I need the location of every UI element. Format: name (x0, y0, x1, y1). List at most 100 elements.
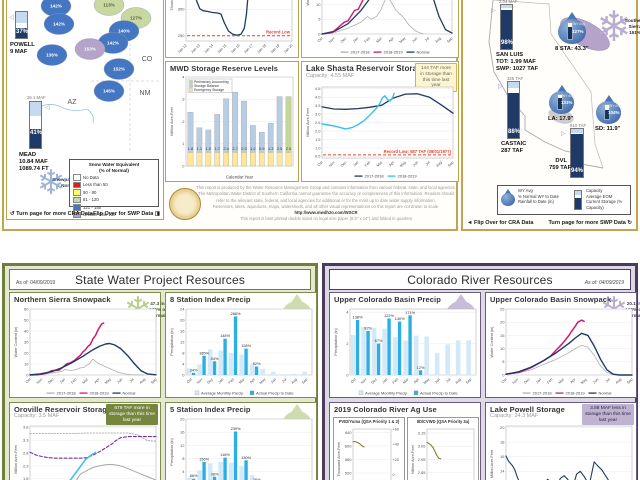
svg-text:153%: 153% (84, 47, 96, 52)
cra-header: Colorado River Resources As of: 04/09/20… (329, 269, 631, 290)
svg-text:1.3: 1.3 (268, 146, 273, 151)
ag-pvid-subpanel: PVID/Yuma (QSA Priority 1 & 2) 480520560… (333, 417, 405, 480)
svg-text:Water Content (in): Water Content (in) (490, 326, 494, 358)
svg-text:130%: 130% (241, 455, 251, 460)
svg-text:Jan-15: Jan-15 (217, 43, 228, 54)
svg-text:May: May (399, 160, 407, 168)
svg-text:May: May (580, 377, 588, 385)
swp-page-title: State Water Project Resources (74, 273, 246, 287)
svg-text:Mar: Mar (558, 377, 566, 385)
uc-snowpack-title: Upper Colorado Basin Snowpack (490, 295, 612, 304)
castaic-pct: 88% (508, 129, 521, 135)
rain-sd-label: SD: 11.9" (595, 126, 621, 132)
rain-sd-pct: 104% (608, 110, 620, 115)
svg-text:520: 520 (345, 470, 352, 475)
svg-text:Jan: Jan (381, 377, 388, 384)
footer-flip-over-swp: Flip Over for SWP Data ◨ (93, 211, 160, 217)
five-station-chart: 048121620Precipitation (in)OctNovDecJanF… (168, 416, 316, 480)
svg-text:4: 4 (346, 310, 349, 315)
svg-text:Million Acre-Feet: Million Acre-Feet (306, 107, 310, 136)
mwd-storage-chart: 0 1 2 3 4 Million Acre-Feet Calendar Year 1.8 1.… (168, 74, 297, 180)
powell-label: POWELL 9 MAF (10, 42, 35, 56)
svg-text:Jun: Jun (270, 377, 277, 384)
rain-gauge-la: WY Avg 131% (549, 85, 574, 114)
svg-text:600: 600 (345, 443, 352, 448)
svg-text:122%: 122% (384, 313, 394, 318)
swe-legend-item: Less than 50 (73, 181, 155, 188)
svg-text:Feb: Feb (70, 377, 77, 384)
svg-text:Oct: Oct (317, 160, 324, 167)
svg-text:1.8: 1.8 (23, 476, 29, 480)
svg-text:Normal: Normal (123, 391, 136, 396)
flip-icon: ◄ (467, 220, 473, 226)
svg-text:Jul: Jul (425, 160, 431, 166)
svg-text:Million Acre-Feet: Million Acre-Feet (411, 444, 415, 473)
svg-text:26%: 26% (253, 477, 261, 480)
svg-text:2017-2018: 2017-2018 (57, 391, 77, 396)
svg-text:Nov: Nov (328, 36, 336, 44)
svg-text:5: 5 (318, 17, 321, 22)
ag-pvid-chart: 480520560600640Thousand Acre-FeetJ F M A… (335, 426, 404, 480)
sanluis-label: SAN LUIS TOT: 1.99 MAF SWP: 1027 TAF (496, 52, 539, 73)
svg-text:Jan-13: Jan-13 (190, 43, 201, 54)
svg-text:Jan: Jan (352, 160, 359, 167)
svg-text:0: 0 (318, 31, 321, 36)
svg-text:Jan-17: Jan-17 (243, 43, 254, 54)
svg-text:Thousand Acre-Feet: Thousand Acre-Feet (337, 441, 341, 476)
svg-text:2017-2018: 2017-2018 (365, 174, 385, 179)
svg-text:140%: 140% (395, 316, 405, 321)
svg-text:142%: 142% (53, 22, 65, 27)
svg-text:16: 16 (500, 454, 505, 459)
svg-text:+40: +40 (393, 443, 399, 447)
five-station-title: 5 Station Index Precip (170, 405, 251, 414)
svg-text:3.3: 3.3 (23, 438, 29, 443)
svg-text:350: 350 (178, 7, 185, 12)
eight-station-title: 8 Station Index Precip (170, 295, 251, 304)
svg-text:Jan-14: Jan-14 (203, 43, 214, 54)
svg-text:152%: 152% (113, 67, 125, 72)
svg-text:0: 0 (182, 372, 185, 377)
svg-text:Apr: Apr (570, 377, 577, 384)
svg-text:Mar: Mar (402, 377, 410, 385)
svg-text:20: 20 (180, 416, 185, 421)
svg-text:Jan: Jan (59, 377, 66, 384)
svg-text:Million Acre-Feet: Million Acre-Feet (490, 449, 494, 478)
svg-text:Oct: Oct (350, 377, 357, 384)
svg-text:Thousand Acre-Feet: Thousand Acre-Feet (170, 0, 174, 11)
svg-text:Mar: Mar (376, 160, 384, 168)
svg-text:3.8: 3.8 (23, 425, 29, 430)
mead-label: MEAD 10.84 MAF 1089.74 FT (19, 152, 49, 173)
svg-text:Jun: Jun (592, 377, 599, 384)
svg-text:250: 250 (178, 33, 185, 38)
svg-text:12%: 12% (417, 365, 425, 370)
svg-text:Aug: Aug (454, 377, 461, 384)
page-cra-top: 142% 113% 127% 142% 140% 142% 136% 153% 152% 145%… (2, 0, 459, 231)
svg-text:156%: 156% (199, 456, 209, 461)
rain-gauge-8sta: WY Avg 127% (558, 12, 586, 44)
svg-text:Million Acre-Feet: Million Acre-Feet (170, 106, 174, 135)
page-turn-icon: ↻ (627, 220, 632, 226)
snowflake-icon: ❄ (36, 164, 66, 202)
svg-text:Preliminary Accounting: Preliminary Accounting (194, 80, 229, 84)
ns-snowpack-title: Northern Sierra Snowpack (14, 295, 111, 304)
droplet-icon (290, 404, 304, 414)
rain-8sta-pct: 127% (572, 29, 584, 34)
svg-text:2.3: 2.3 (241, 146, 246, 151)
svg-text:1.8: 1.8 (188, 146, 193, 151)
svg-text:266%: 266% (231, 311, 241, 316)
svg-text:4: 4 (182, 74, 185, 79)
swe-legend: Snow Water Equivalent (% of Normal) No D… (69, 159, 159, 218)
rain-gauge-sd: WY Avg 104% (596, 95, 621, 124)
svg-text:Oct: Oct (186, 377, 193, 384)
svg-text:Jun: Jun (412, 160, 419, 167)
svg-text:24: 24 (180, 306, 185, 311)
rain-la-pct: 131% (561, 100, 573, 105)
svg-text:Precipitation (in): Precipitation (in) (170, 328, 174, 356)
svg-text:2.5: 2.5 (286, 146, 291, 151)
svg-text:Jul: Jul (424, 36, 430, 42)
svg-text:Jan-20: Jan-20 (283, 43, 294, 54)
report-url: http://www.mwdh2o.com/WSCR (294, 210, 358, 216)
snowpack-normal-flake: ❄ Snowpack % of Normal (36, 164, 86, 202)
svg-text:0: 0 (502, 372, 505, 377)
